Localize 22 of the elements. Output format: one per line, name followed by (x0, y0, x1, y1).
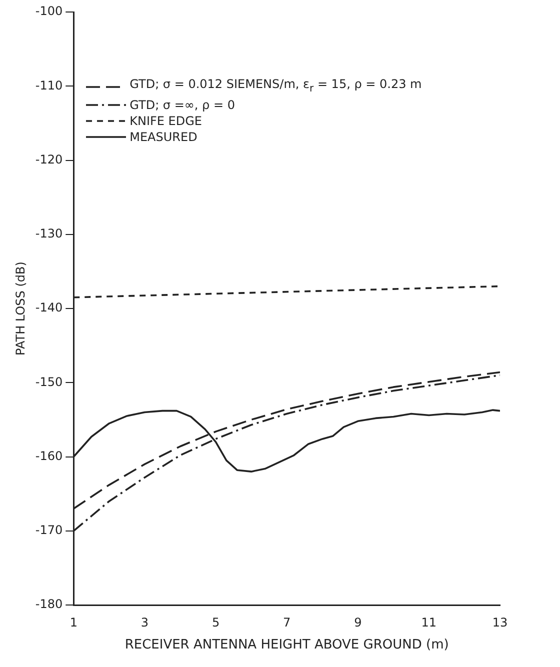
y-tick-label: -150 (35, 374, 63, 389)
x-tick-label: 9 (354, 615, 362, 630)
legend-label: GTD; σ = 0.012 SIEMENS/m, ε$_{r}$ = 15, ρ = 0.23 m (130, 76, 422, 96)
y-tick-label: -170 (35, 523, 63, 537)
legend-label: MEASURED (130, 129, 198, 146)
y-tick-label: -120 (35, 152, 63, 166)
x-tick-label: 3 (140, 615, 149, 630)
y-tick-label: -180 (35, 597, 63, 612)
y-tick-label: -130 (35, 226, 63, 240)
legend-label: GTD; σ =∞, ρ = 0 (130, 97, 235, 114)
y-tick-label: -160 (35, 448, 63, 463)
x-tick-label: 5 (212, 615, 220, 630)
y-tick-label: -100 (35, 4, 63, 18)
legend-label: KNIFE EDGE (130, 113, 202, 130)
x-tick-label: 7 (282, 615, 291, 630)
y-tick-label: -140 (35, 300, 63, 315)
x-tick-label: 13 (492, 615, 508, 630)
x-tick-label: 1 (70, 615, 78, 630)
x-axis-title: RECEIVER ANTENNA HEIGHT ABOVE GROUND (m) (124, 638, 449, 653)
x-tick-label: 11 (421, 615, 437, 630)
y-axis-title: PATH LOSS (dB) (13, 262, 28, 356)
y-tick-label: -110 (35, 78, 63, 92)
